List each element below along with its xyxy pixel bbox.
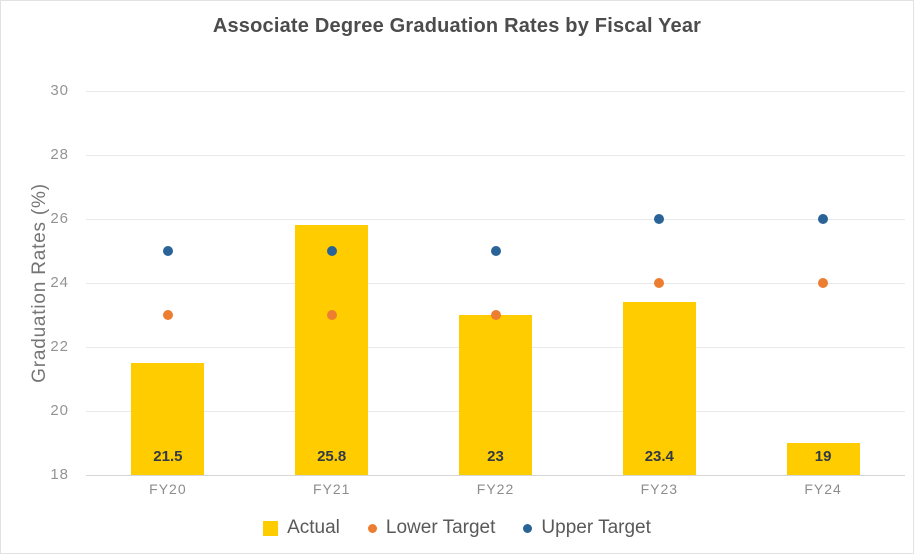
- legend-label-lower-target: Lower Target: [385, 517, 496, 538]
- lower-target-point-fy23[interactable]: [654, 278, 665, 288]
- bar-value-label: 23: [487, 448, 504, 465]
- chart-title: Associate Degree Graduation Rates by Fis…: [212, 15, 702, 37]
- bar-value-label: 23.4: [644, 448, 674, 465]
- x-tick-label-fy22: FY22: [476, 481, 515, 497]
- legend-swatch-lower-target: [367, 523, 377, 533]
- bar-fy24[interactable]: [786, 443, 860, 475]
- x-tick-label-fy23: FY23: [640, 481, 679, 497]
- x-tick-label-fy20: FY20: [149, 481, 187, 497]
- x-tick-label-fy21: FY21: [312, 481, 351, 497]
- legend-label-upper-target: Upper Target: [541, 517, 651, 538]
- y-tick-label: 26: [50, 210, 69, 227]
- bar-fy20[interactable]: [131, 363, 205, 475]
- upper-target-point-fy24[interactable]: [818, 214, 829, 224]
- bar-fy23[interactable]: [622, 302, 696, 475]
- legend-swatch-upper-target: [523, 523, 533, 533]
- y-tick-label: 22: [50, 338, 69, 355]
- lower-target-point-fy22[interactable]: [490, 310, 501, 320]
- bar-value-label: 25.8: [317, 448, 347, 465]
- legend-swatch-actual: [263, 520, 279, 536]
- gridline: [86, 475, 905, 476]
- bar-fy21[interactable]: [295, 225, 369, 475]
- legend-item-actual[interactable]: Actual: [263, 517, 340, 539]
- bar-value-label: 21.5: [153, 448, 183, 465]
- lower-target-point-fy20[interactable]: [162, 310, 173, 320]
- y-tick-label: 30: [50, 82, 69, 99]
- gridline: [86, 155, 905, 156]
- gridline: [86, 91, 905, 92]
- y-tick-label: 18: [50, 466, 69, 483]
- lower-target-point-fy24[interactable]: [818, 278, 829, 288]
- gridline: [86, 283, 905, 284]
- gridline: [86, 219, 905, 220]
- bar-value-label: 19: [814, 448, 832, 465]
- upper-target-point-fy22[interactable]: [490, 246, 501, 256]
- y-tick-label: 28: [50, 146, 69, 163]
- x-tick-label-fy24: FY24: [804, 481, 842, 497]
- legend: Actual Lower Target Upper Target: [1, 517, 913, 539]
- upper-target-point-fy21[interactable]: [326, 246, 337, 256]
- y-tick-label: 24: [50, 274, 69, 291]
- legend-item-lower-target[interactable]: Lower Target: [367, 517, 496, 539]
- legend-label-actual: Actual: [287, 517, 340, 538]
- upper-target-point-fy20[interactable]: [162, 246, 173, 256]
- bar-fy22[interactable]: [459, 315, 532, 475]
- y-tick-label: 20: [50, 402, 69, 419]
- legend-item-upper-target[interactable]: Upper Target: [523, 517, 651, 539]
- lower-target-point-fy21[interactable]: [326, 310, 337, 320]
- upper-target-point-fy23[interactable]: [654, 214, 665, 224]
